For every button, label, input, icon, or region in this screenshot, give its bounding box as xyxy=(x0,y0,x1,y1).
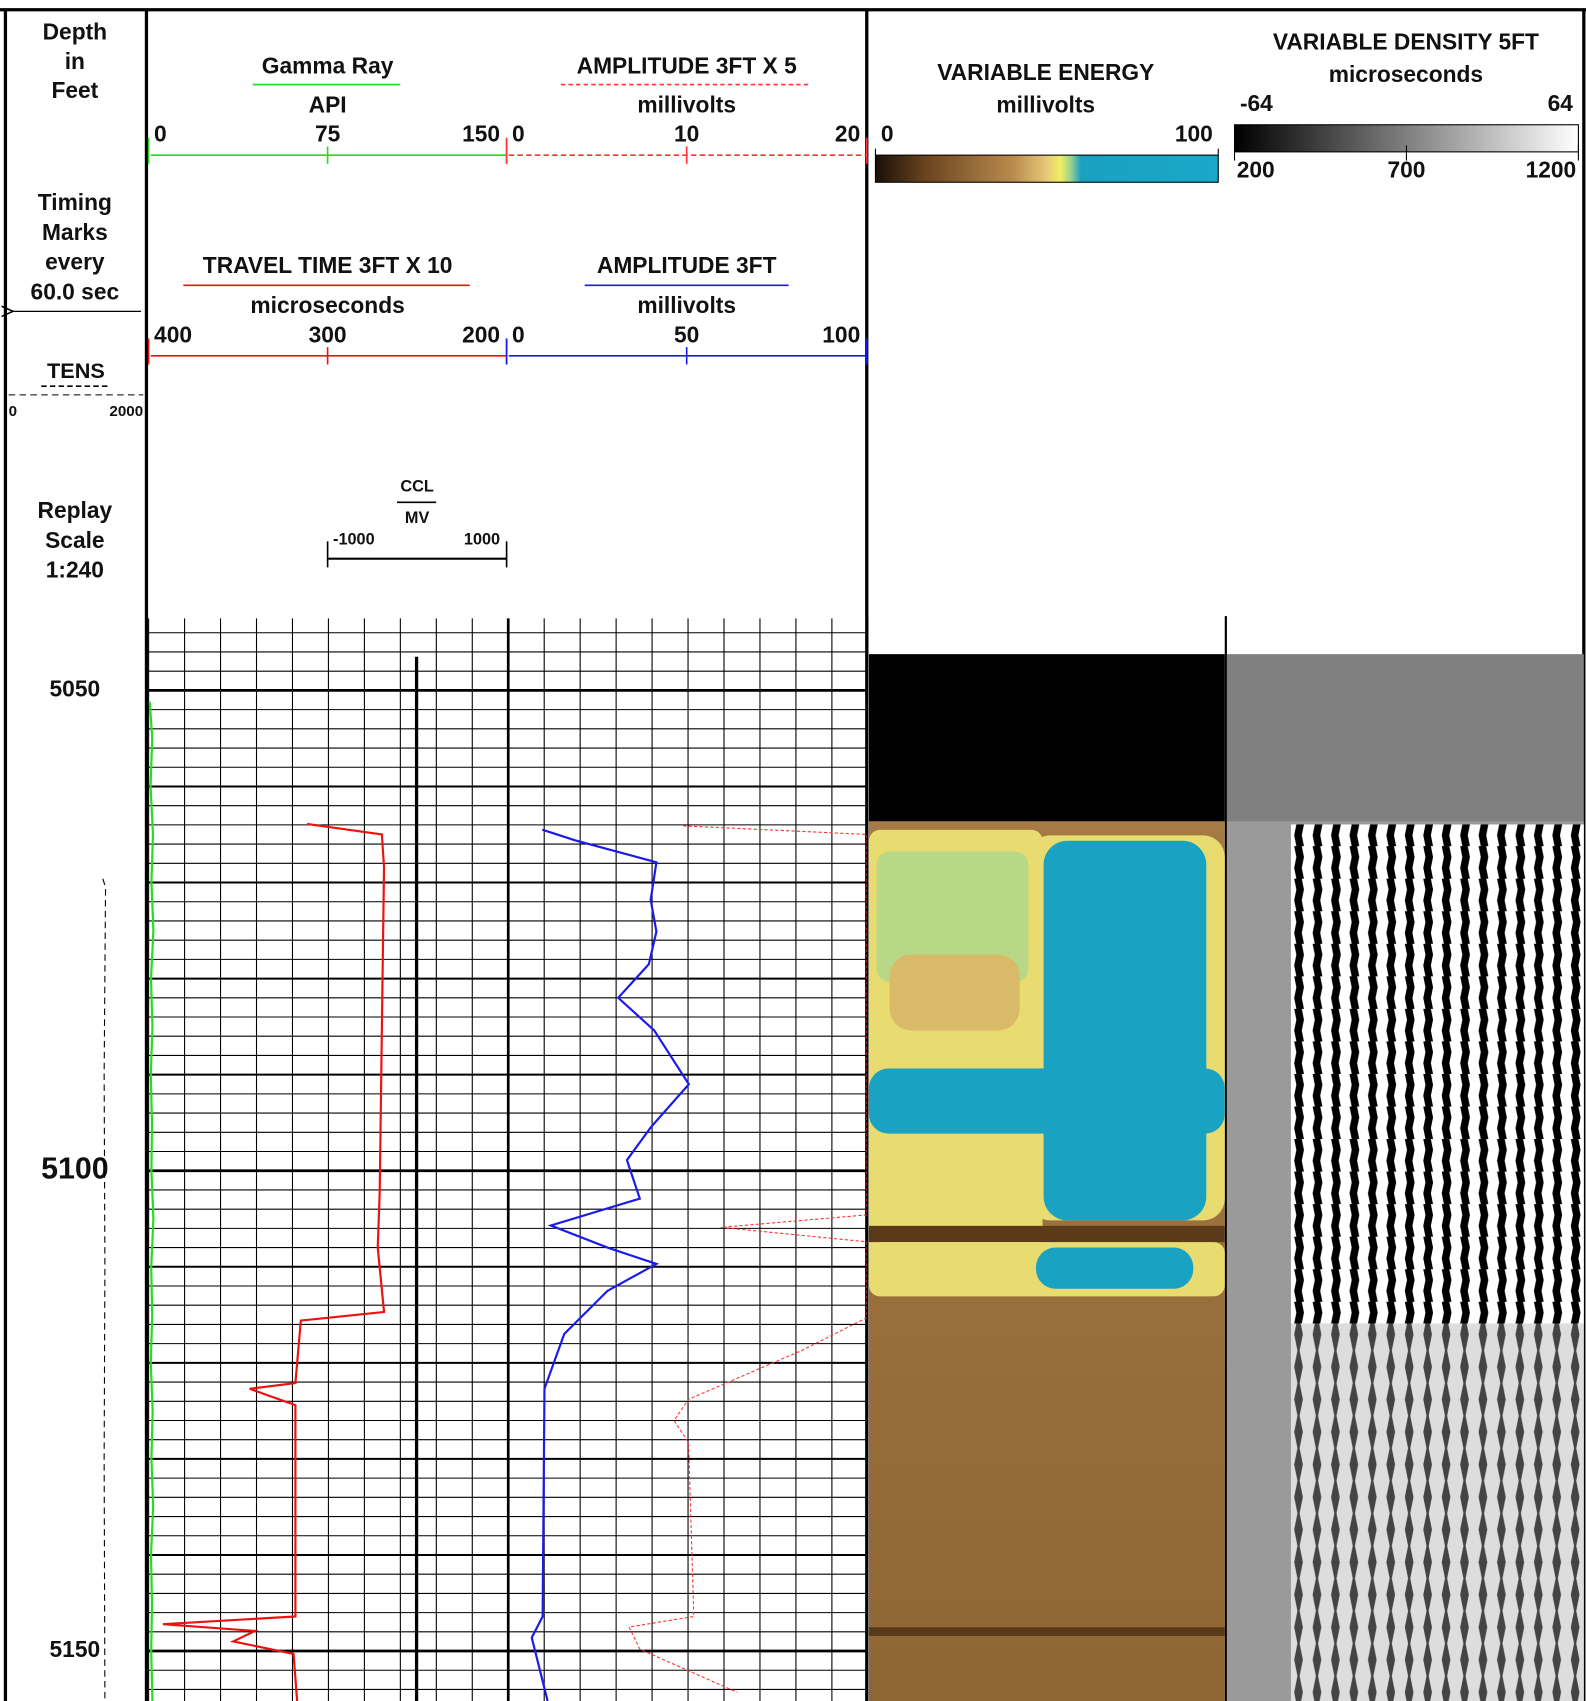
grid xyxy=(148,618,869,1701)
scale-tick-label: 700 xyxy=(1387,156,1425,182)
scale-tick-label: 400 xyxy=(154,321,192,347)
log-curve xyxy=(530,828,691,1701)
image-unit: microseconds xyxy=(1329,61,1483,87)
scale-tick-label: 1200 xyxy=(1526,156,1577,182)
scale-tick-label: 200 xyxy=(462,321,500,347)
depth-title: in xyxy=(65,48,85,74)
timing-label: 60.0 sec xyxy=(31,278,120,304)
scale-tick-label: 0 xyxy=(881,121,894,147)
log-curve xyxy=(162,822,386,1701)
timing-label: Timing xyxy=(38,189,112,215)
scale-tick-label: 75 xyxy=(315,121,341,147)
scale-tick-label: 2000 xyxy=(109,403,143,420)
depth-label: 5150 xyxy=(50,1636,101,1662)
replay-label: Scale xyxy=(45,527,105,553)
scale-tick-label: 150 xyxy=(462,121,500,147)
curve-unit: API xyxy=(309,91,347,117)
scale-tick-label: 100 xyxy=(822,321,860,347)
timing-label: Marks xyxy=(42,219,108,245)
scale-tick-label: 1000 xyxy=(464,531,500,549)
depth-label: 5100 xyxy=(41,1153,109,1186)
curve-unit: millivolts xyxy=(637,91,736,117)
scale-tick-label: 0 xyxy=(154,121,167,147)
curve-name: Gamma Ray xyxy=(262,52,394,78)
scale-tick-label: 0 xyxy=(512,321,525,347)
amplitude-tick-label: 64 xyxy=(1548,90,1574,116)
curve-name: CCL xyxy=(400,477,433,495)
depth-label: 5050 xyxy=(50,675,101,701)
depth-title: Depth xyxy=(43,19,108,45)
image-unit: millivolts xyxy=(996,91,1095,117)
scale-tick-label: 10 xyxy=(674,121,699,147)
scale-tick-label: 300 xyxy=(309,321,347,347)
log-curve xyxy=(148,701,155,1701)
scale-tick-label: 50 xyxy=(674,321,699,347)
image-name: VARIABLE DENSITY 5FT xyxy=(1273,28,1539,54)
scale-tick-label: 20 xyxy=(835,121,860,147)
curve-unit: microseconds xyxy=(250,292,404,318)
image-name: VARIABLE ENERGY xyxy=(937,59,1154,85)
scale-tick-label: -1000 xyxy=(333,531,375,549)
replay-label: 1:240 xyxy=(46,557,104,583)
replay-label: Replay xyxy=(38,497,113,523)
scale-tick-label: 0 xyxy=(512,121,525,147)
header-underlines xyxy=(41,83,811,504)
curve-name: AMPLITUDE 3FT xyxy=(597,252,777,278)
depth-title: Feet xyxy=(51,77,98,103)
curve-name: TRAVEL TIME 3FT X 10 xyxy=(203,252,453,278)
timing-label: every xyxy=(45,249,105,275)
scale-tick-label: 200 xyxy=(1237,156,1275,182)
log-curve xyxy=(628,825,867,1693)
energy-colorbar xyxy=(874,154,1219,183)
scale-tick-label: 100 xyxy=(1175,121,1213,147)
amplitude-tick-label: -64 xyxy=(1240,90,1273,116)
curve-name: TENS xyxy=(47,358,105,383)
curve-name: AMPLITUDE 3FT X 5 xyxy=(577,52,797,78)
variable-density-image xyxy=(1226,654,1584,1701)
variable-energy-image xyxy=(868,654,1225,1701)
curve-unit: MV xyxy=(405,509,430,527)
curve-unit: millivolts xyxy=(637,292,736,318)
log-curve xyxy=(102,878,107,1701)
scale-tick-label: 0 xyxy=(9,403,17,420)
